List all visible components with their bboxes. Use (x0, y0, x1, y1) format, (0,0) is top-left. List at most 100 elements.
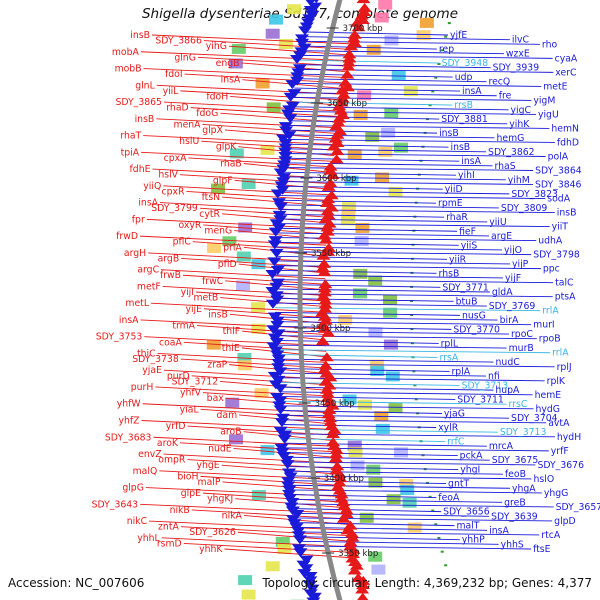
gene-label: rhaD (166, 103, 188, 114)
gene-label: yiiQ (143, 181, 161, 192)
reverse-gene-arrow (285, 80, 300, 90)
forward-gene-arrow (354, 10, 369, 20)
reverse-gene-arrow (268, 227, 283, 237)
marker-dot (444, 35, 448, 38)
forward-gene-arrow (329, 449, 344, 459)
leader-line (202, 392, 330, 403)
forward-gene-arrow (317, 311, 332, 321)
leader-line (277, 218, 488, 223)
marker-dot (444, 564, 448, 567)
forward-gene-arrow (325, 170, 340, 180)
gene-label: fdhD (557, 137, 579, 148)
reverse-gene-arrow (299, 564, 314, 574)
gene-label: glpF (213, 175, 233, 186)
leader-line (290, 489, 542, 494)
gene-label: yhhK (199, 544, 223, 555)
gene-label: bioH (177, 471, 198, 482)
feature-band-block (338, 314, 353, 325)
gene-label: frwD (116, 231, 138, 242)
forward-gene-arrow (335, 85, 350, 95)
marker-dot (431, 90, 435, 93)
marker-dot (437, 537, 441, 539)
gene-label: SDY_3865 (115, 97, 162, 108)
feature-band-block (278, 39, 293, 49)
forward-gene-arrow (332, 101, 347, 111)
leader-line (296, 78, 487, 83)
forward-gene-arrow (335, 93, 350, 103)
forward-gene-arrow (323, 417, 338, 427)
gene-label: fdoG (196, 108, 218, 119)
reverse-gene-arrow (277, 434, 292, 444)
reverse-gene-arrow (313, 0, 319, 4)
gene-label: udp (455, 72, 473, 83)
gene-label: rrsA (440, 352, 459, 363)
leader-line (274, 297, 454, 302)
gene-label: SDY_3753 (96, 332, 143, 343)
leader-line (281, 176, 506, 181)
forward-gene-arrow (318, 299, 333, 309)
marker-dot (412, 370, 416, 373)
forward-gene-arrow (336, 89, 351, 99)
forward-gene-arrow (344, 41, 359, 51)
forward-gene-arrow (327, 424, 342, 434)
gene-label: glpX (202, 125, 223, 136)
reverse-gene-arrow (280, 460, 295, 470)
kbp-tick-label: 3650 kbp (327, 99, 367, 109)
feature-band-block (354, 236, 369, 247)
gene-label: SDY_3948 (442, 58, 489, 69)
gene-label: SDY_3711 (457, 394, 504, 405)
feature-band-block (348, 447, 363, 458)
marker-dot (440, 49, 444, 52)
reverse-gene-arrow (283, 114, 298, 124)
feature-band-block (342, 394, 357, 405)
gene-label: insA (462, 86, 482, 97)
leader-line (277, 382, 460, 386)
gene-label: recQ (488, 77, 510, 88)
leader-line (283, 162, 493, 167)
leader-line (279, 195, 546, 199)
forward-gene-arrow (346, 544, 361, 554)
leader-line (275, 321, 532, 326)
leader-line (284, 153, 546, 157)
feature-band-block (353, 288, 367, 299)
gene-label: glpK (216, 142, 237, 153)
leader-line (285, 456, 490, 461)
leader-line (276, 232, 490, 237)
forward-gene-arrow (336, 513, 351, 523)
marker-dot (447, 22, 451, 25)
gene-label: rpoB (539, 334, 561, 345)
gene-label: yiiS (461, 240, 478, 251)
gene-label: rhaT (120, 131, 141, 142)
gene-label: ftsN (202, 192, 221, 203)
forward-gene-arrow (326, 429, 341, 439)
gene-label: glpE (181, 488, 201, 499)
gene-label: insA (119, 315, 139, 326)
gene-label: SDY_3798 (533, 250, 580, 261)
leader-line (163, 101, 342, 112)
leader-line (275, 344, 507, 349)
forward-gene-arrow (341, 61, 356, 71)
reverse-gene-arrow (297, 569, 312, 579)
forward-gene-arrow (329, 444, 344, 454)
leader-line (275, 255, 448, 260)
gene-label: yhgE (196, 460, 219, 471)
gene-label: SDY_3866 (155, 36, 202, 47)
gene-label: hslO (534, 474, 555, 485)
feature-band-block (353, 109, 368, 120)
reverse-gene-arrow (273, 405, 288, 415)
forward-gene-arrow (317, 258, 332, 268)
feature-band-block (251, 490, 266, 501)
forward-gene-arrow (341, 57, 356, 67)
gene-label: SDY_3657 (556, 502, 600, 513)
gene-label: greB (504, 497, 526, 508)
gene-label: metE (543, 81, 567, 92)
reverse-gene-arrow (270, 189, 285, 199)
feature-band-block (403, 86, 418, 97)
feature-band-block (229, 148, 244, 159)
forward-gene-arrow (344, 528, 359, 538)
gene-label: nfi (488, 371, 500, 382)
marker-dot (410, 314, 414, 317)
forward-gene-arrow (351, 22, 366, 32)
forward-gene-arrow (319, 352, 334, 362)
forward-gene-arrow (330, 146, 345, 156)
